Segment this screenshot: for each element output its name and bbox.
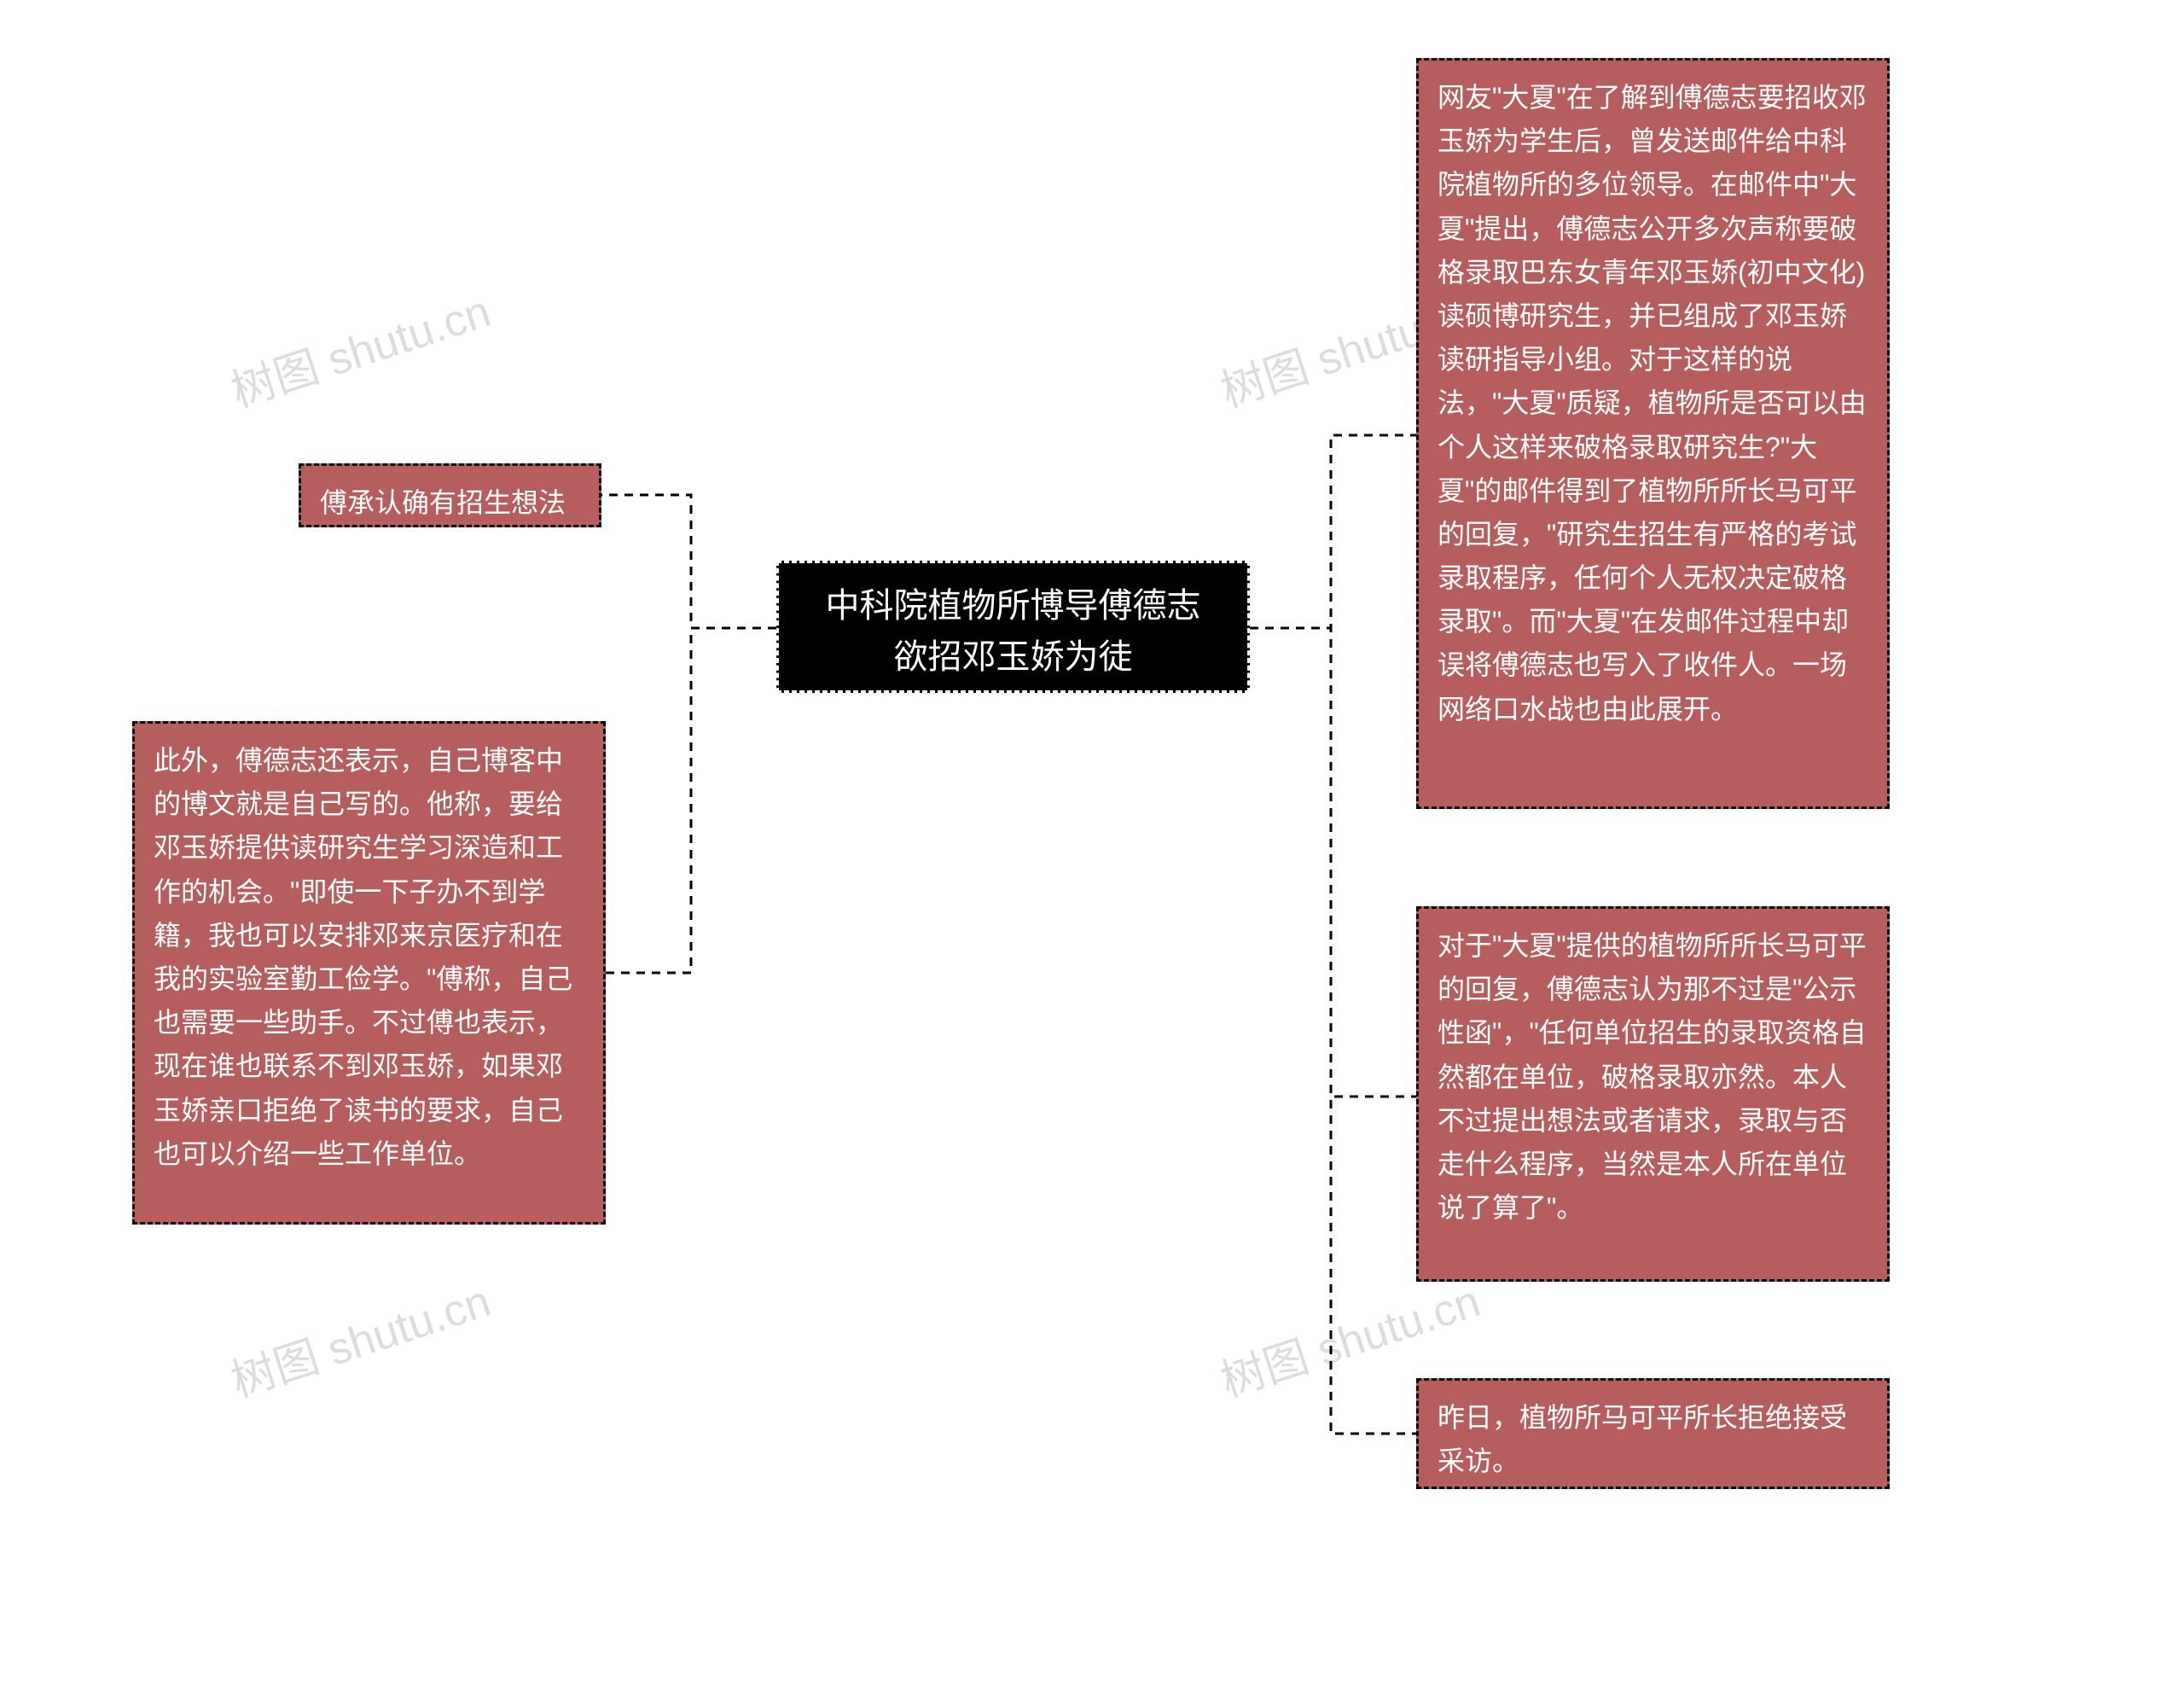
center-node[interactable]: 中科院植物所博导傅德志 欲招邓玉娇为徒 <box>776 561 1250 693</box>
right-node-2[interactable]: 对于"大夏"提供的植物所所长马可平的回复，傅德志认为那不过是"公示性函"，"任何… <box>1416 906 1890 1282</box>
left-node-2[interactable]: 此外，傅德志还表示，自己博客中的博文就是自己写的。他称，要给邓玉娇提供读研究生学… <box>132 721 606 1225</box>
node-text: 网友"大夏"在了解到傅德志要招收邓玉娇为学生后，曾发送邮件给中科院植物所的多位领… <box>1438 82 1867 724</box>
node-text: 昨日，植物所马可平所长拒绝接受采访。 <box>1438 1402 1847 1476</box>
connector <box>1250 435 1416 628</box>
center-title-line2: 欲招邓玉娇为徒 <box>804 631 1222 683</box>
connector <box>601 495 776 628</box>
node-text: 对于"大夏"提供的植物所所长马可平的回复，傅德志认为那不过是"公示性函"，"任何… <box>1438 930 1867 1223</box>
right-node-3[interactable]: 昨日，植物所马可平所长拒绝接受采访。 <box>1416 1378 1890 1489</box>
connector <box>1250 628 1416 1097</box>
node-text: 傅承认确有招生想法 <box>320 487 566 518</box>
left-node-1[interactable]: 傅承认确有招生想法 <box>299 463 601 527</box>
center-title-line1: 中科院植物所博导傅德志 <box>804 580 1222 631</box>
watermark: 树图 shutu.cn <box>222 1266 497 1410</box>
right-node-1[interactable]: 网友"大夏"在了解到傅德志要招收邓玉娇为学生后，曾发送邮件给中科院植物所的多位领… <box>1416 58 1890 809</box>
node-text: 此外，傅德志还表示，自己博客中的博文就是自己写的。他称，要给邓玉娇提供读研究生学… <box>154 745 572 1169</box>
connector <box>1250 628 1416 1434</box>
connector <box>606 628 776 973</box>
watermark: 树图 shutu.cn <box>222 276 497 420</box>
